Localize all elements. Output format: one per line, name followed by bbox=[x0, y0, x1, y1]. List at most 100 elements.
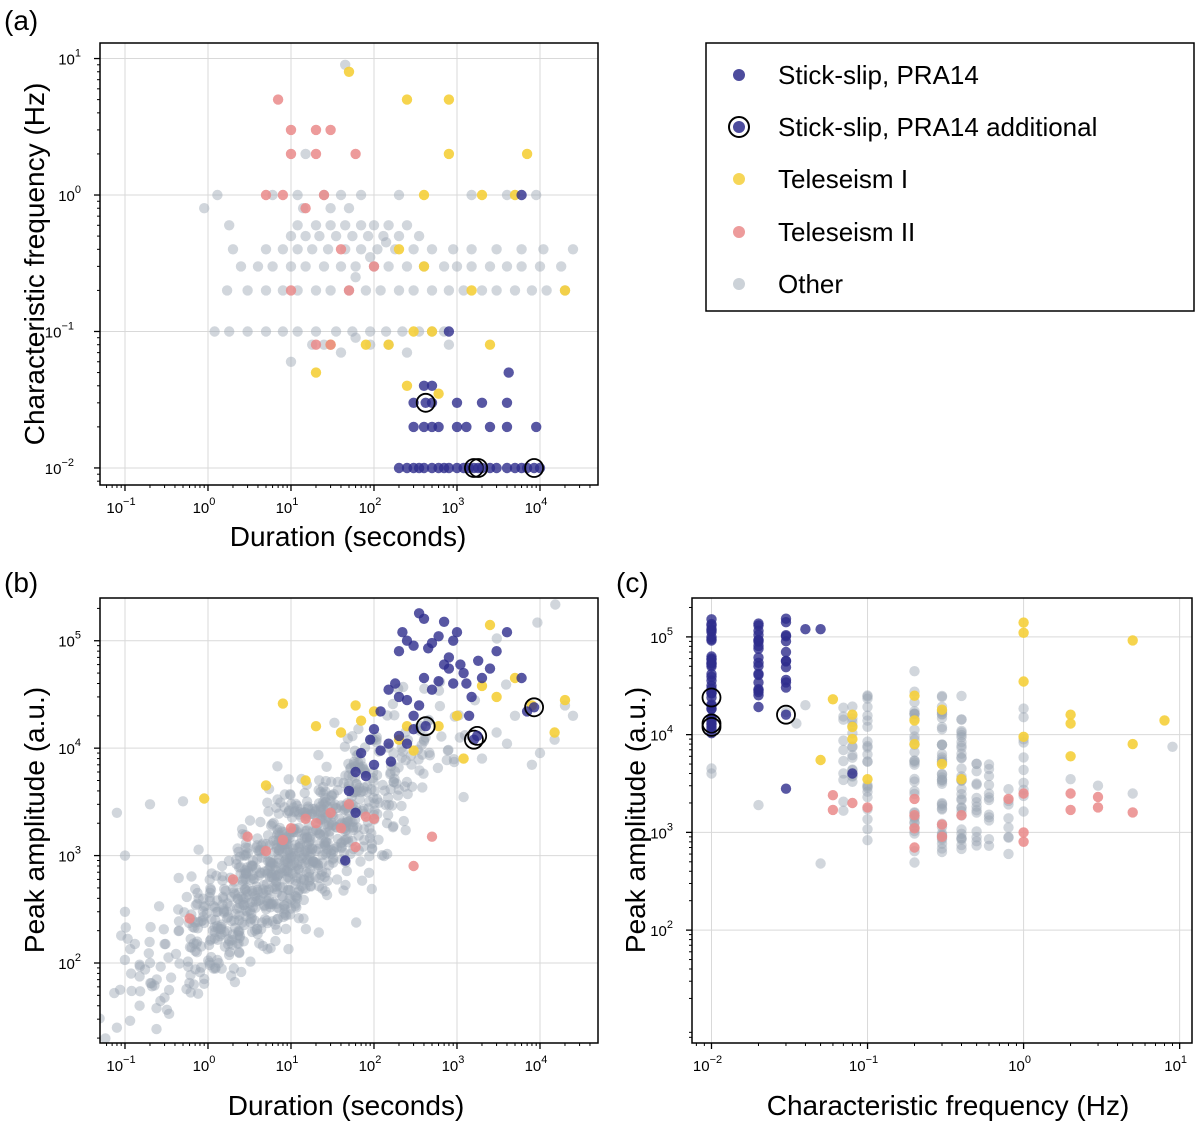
panel-b-point-other bbox=[145, 977, 156, 989]
panel-b-point-other bbox=[339, 834, 350, 846]
panel-b-point-other bbox=[285, 860, 296, 871]
panel-c-point-other bbox=[909, 757, 920, 768]
panel-b-point-other bbox=[432, 762, 444, 774]
panel-a-point-other bbox=[292, 220, 303, 231]
panel-b-point-other bbox=[247, 870, 258, 881]
panel-b-point-other bbox=[190, 883, 201, 895]
panel-b-point-other bbox=[183, 961, 194, 972]
panel-b-point-other bbox=[279, 856, 290, 867]
panel-b-point-other bbox=[339, 741, 351, 752]
panel-b-point-other bbox=[173, 872, 184, 884]
panel-c-point-other bbox=[956, 752, 967, 764]
panel-c-point-other bbox=[956, 793, 967, 804]
panel-a-point-stick-slip-add bbox=[420, 397, 431, 408]
panel-a-x-tick-exp: 2 bbox=[375, 496, 381, 508]
panel-b-point-other bbox=[191, 938, 202, 950]
panel-b-point-other bbox=[289, 806, 300, 818]
panel-b-point-other bbox=[249, 915, 260, 926]
panel-b-point-other bbox=[313, 881, 325, 892]
panel-b-point-other bbox=[283, 885, 294, 896]
panel-b-point-teleseism-1 bbox=[491, 691, 502, 703]
panel-c-point-other bbox=[1092, 780, 1104, 791]
panel-b-point-other bbox=[268, 817, 279, 828]
panel-b-point-teleseism-1 bbox=[433, 721, 444, 732]
panel-b-point-other bbox=[298, 873, 309, 884]
panel-c-point-other bbox=[909, 706, 920, 717]
panel-b-point-other bbox=[272, 913, 283, 925]
panel-b-point-other bbox=[274, 843, 285, 854]
panel-b-point-other bbox=[347, 822, 358, 833]
panel-c-point-other bbox=[909, 773, 920, 785]
panel-b-point-other bbox=[234, 910, 245, 921]
panel-c-point-other bbox=[1003, 822, 1014, 833]
panel-b-point-other bbox=[351, 778, 362, 790]
panel-b-point-other bbox=[397, 746, 408, 757]
panel-b-point-other bbox=[424, 750, 436, 761]
panel-c-point-stick-slip bbox=[753, 618, 764, 629]
panel-b-point-other bbox=[227, 929, 239, 940]
legend-label-other: Other bbox=[778, 269, 843, 299]
panel-b-point-other bbox=[231, 903, 243, 914]
panel-a-point-other bbox=[260, 244, 272, 255]
panel-b-point-other bbox=[342, 833, 353, 844]
panel-a-point-other bbox=[476, 285, 488, 296]
panel-c-point-other bbox=[936, 846, 948, 858]
panel-b-point-other bbox=[424, 747, 435, 758]
panel-b-point-other bbox=[234, 947, 245, 959]
panel-b-point-other bbox=[314, 828, 325, 840]
panel-b-point-other bbox=[284, 847, 296, 858]
panel-b-point-other bbox=[348, 759, 359, 770]
panel-b-point-other bbox=[235, 868, 246, 879]
panel-b-point-other bbox=[204, 895, 216, 907]
panel-b-point-other bbox=[265, 902, 276, 913]
panel-b-point-other bbox=[418, 768, 429, 779]
panel-a-point-other bbox=[365, 252, 376, 263]
panel-a-point-other bbox=[501, 261, 513, 272]
panel-b-point-other bbox=[363, 803, 374, 814]
panel-b-point-other bbox=[139, 964, 151, 975]
panel-c-point-other bbox=[815, 858, 826, 869]
panel-b-point-other bbox=[153, 901, 165, 912]
panel-b-point-other bbox=[310, 805, 322, 816]
panel-b-point-other bbox=[192, 898, 203, 909]
panel-b-point-other bbox=[388, 776, 399, 787]
panel-a-point-other bbox=[330, 326, 342, 337]
panel-b-point-other bbox=[223, 911, 234, 923]
panel-b-point-other bbox=[252, 923, 263, 935]
panel-c-point-teleseism-1 bbox=[1018, 676, 1029, 687]
panel-b-point-other bbox=[271, 802, 282, 813]
panel-c-point-other bbox=[847, 750, 858, 761]
panel-c-ylabel: Peak amplitude (a.u.) bbox=[620, 687, 651, 953]
panel-c-point-other bbox=[956, 714, 967, 725]
panel-c-y-tick-label: 103 bbox=[650, 821, 673, 842]
panel-c-y-tick-label: 102 bbox=[650, 919, 673, 940]
panel-c-point-other bbox=[909, 759, 920, 770]
panel-a-y-tick-label: 101 bbox=[58, 48, 81, 69]
panel-b-point-other bbox=[301, 867, 312, 878]
panel-b-point-other bbox=[292, 887, 303, 898]
panel-b-point-other bbox=[227, 939, 238, 951]
panel-c-point-teleseism-2 bbox=[909, 823, 920, 834]
panel-b-point-other bbox=[442, 745, 454, 756]
panel-b-point-stick-slip bbox=[393, 646, 405, 657]
panel-b-point-other bbox=[265, 867, 277, 879]
panel-b-point-other bbox=[352, 785, 363, 796]
panel-b-point-other bbox=[294, 885, 305, 896]
panel-c-x-tick-exp: 0 bbox=[1025, 1054, 1031, 1066]
panel-b-point-other bbox=[296, 881, 307, 892]
panel-b-point-other bbox=[250, 863, 262, 874]
panel-b-y-tick-exp: 5 bbox=[75, 630, 81, 642]
panel-b-point-other bbox=[237, 917, 248, 928]
panel-b-point-other bbox=[300, 857, 311, 868]
panel-b-point-other bbox=[125, 968, 137, 979]
panel-b-point-other bbox=[125, 943, 136, 955]
panel-b-point-other bbox=[257, 884, 269, 895]
panel-c-point-other bbox=[838, 796, 849, 807]
panel-b-point-other bbox=[240, 849, 251, 860]
panel-c-point-other bbox=[1018, 806, 1029, 817]
panel-b-point-other bbox=[206, 868, 217, 879]
panel-b-point-other bbox=[268, 896, 279, 908]
panel-b-point-other bbox=[266, 869, 277, 880]
panel-b-point-other bbox=[301, 832, 313, 843]
panel-b-point-other bbox=[271, 898, 282, 909]
